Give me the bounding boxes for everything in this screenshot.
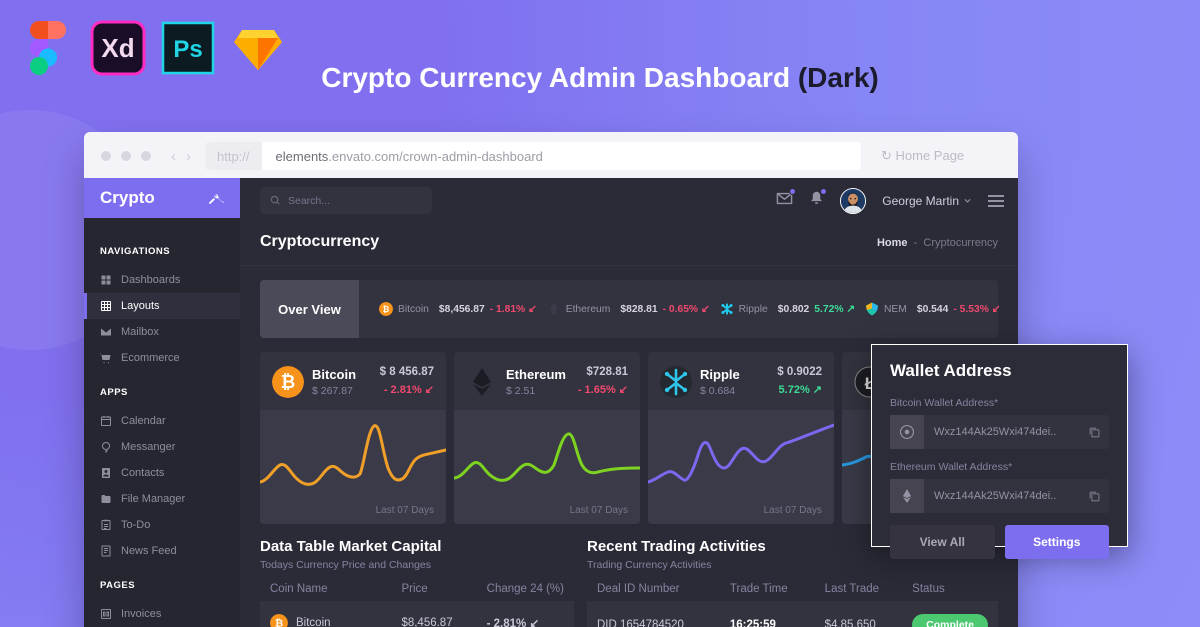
svg-text:Ps: Ps (173, 36, 202, 63)
svg-text:Xd: Xd (101, 33, 134, 63)
svg-text:₿: ₿ (281, 372, 296, 392)
svg-text:₿: ₿ (383, 304, 390, 314)
svg-text:₿: ₿ (275, 617, 283, 627)
